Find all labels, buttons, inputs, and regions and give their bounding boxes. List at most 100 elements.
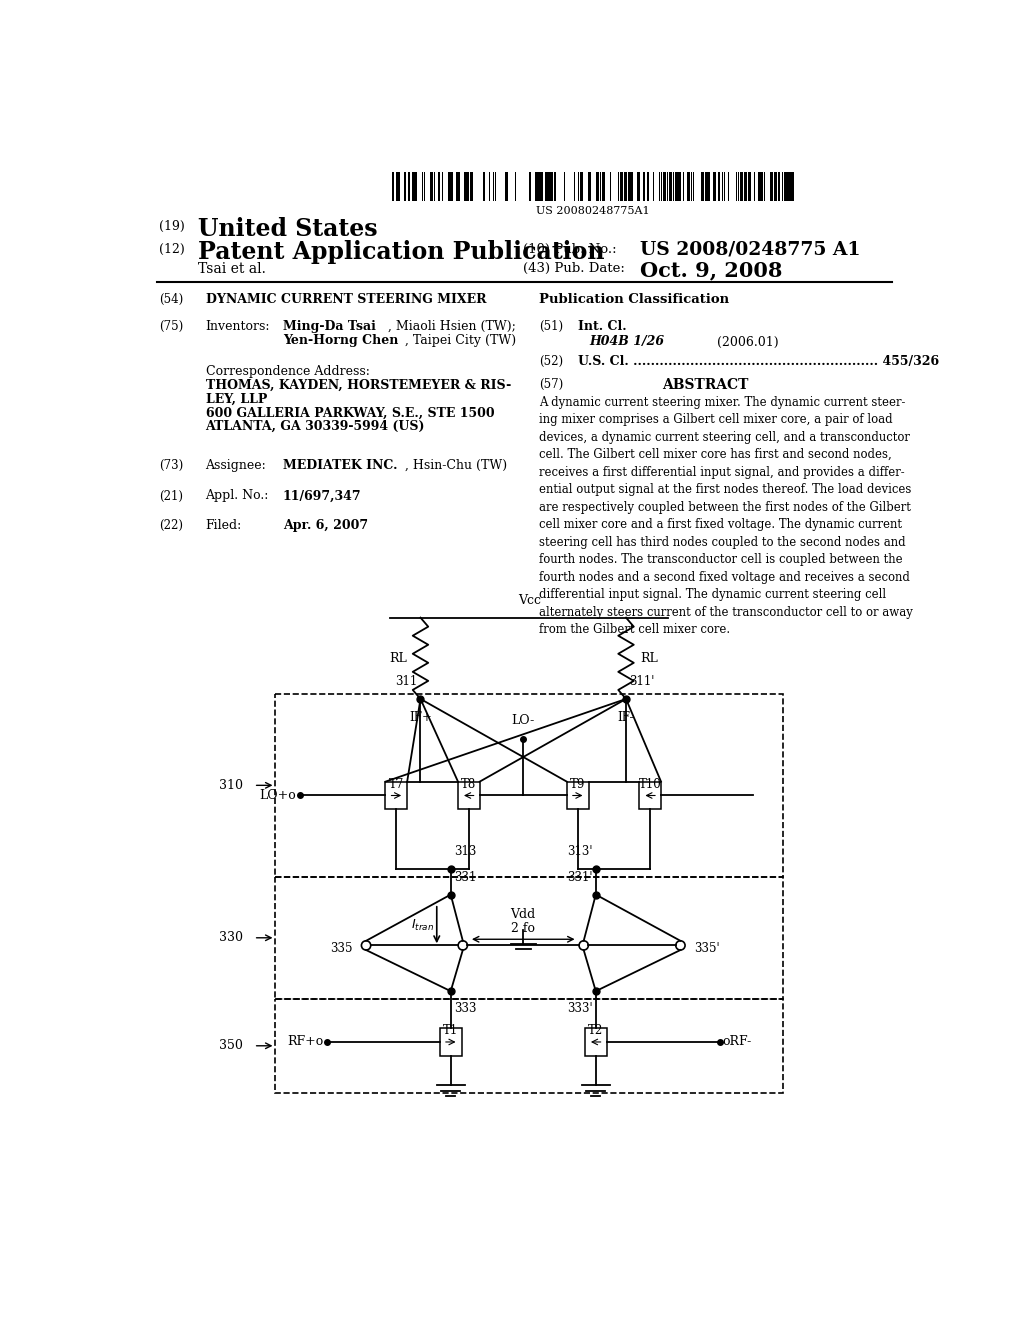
Bar (493, 172, 495, 201)
Bar (738, 172, 739, 201)
Bar (546, 172, 547, 201)
Bar (750, 172, 752, 201)
Bar (748, 172, 751, 201)
Bar (675, 172, 678, 201)
Text: IF+: IF+ (409, 711, 432, 725)
Text: (51): (51) (539, 321, 563, 333)
Bar (430, 172, 431, 201)
Text: US 2008/0248775 A1: US 2008/0248775 A1 (640, 240, 860, 257)
Text: Inventors:: Inventors: (206, 321, 270, 333)
Bar (440, 1028, 462, 1056)
Text: (57): (57) (539, 378, 563, 391)
Text: 331: 331 (454, 871, 476, 884)
Bar (724, 172, 725, 201)
Bar (637, 172, 639, 201)
Text: LEY, LLP: LEY, LLP (206, 392, 267, 405)
Text: Vcc: Vcc (518, 594, 541, 607)
Text: (43) Pub. Date:: (43) Pub. Date: (523, 263, 625, 276)
Bar (403, 172, 407, 201)
Text: Correspondence Address:: Correspondence Address: (206, 364, 370, 378)
Text: 330: 330 (219, 932, 243, 944)
Bar (465, 172, 467, 201)
Text: 335': 335' (694, 942, 720, 954)
Text: (21): (21) (159, 490, 183, 503)
Text: RL: RL (389, 652, 407, 665)
Bar (488, 172, 490, 201)
Text: Vdd: Vdd (511, 908, 536, 921)
Bar (625, 172, 626, 201)
Bar (588, 172, 591, 201)
Text: Patent Application Publication: Patent Application Publication (198, 240, 604, 264)
Text: 333': 333' (567, 1002, 593, 1015)
Bar (631, 172, 633, 201)
Text: Ming-Da Tsai: Ming-Da Tsai (283, 321, 376, 333)
Bar (784, 172, 787, 201)
Text: T1: T1 (443, 1024, 459, 1038)
Text: , Hsin-Chu (TW): , Hsin-Chu (TW) (404, 459, 507, 471)
Text: (75): (75) (159, 321, 183, 333)
Bar (529, 172, 530, 201)
Bar (540, 172, 541, 201)
Text: 311: 311 (395, 675, 418, 688)
Text: IF-: IF- (617, 711, 634, 725)
Bar (667, 172, 669, 201)
Bar (408, 172, 411, 201)
Bar (778, 172, 780, 201)
Text: Tsai et al.: Tsai et al. (198, 263, 265, 276)
Bar (629, 172, 631, 201)
Text: T8: T8 (461, 777, 476, 791)
Bar (536, 172, 537, 201)
Bar (739, 172, 742, 201)
Text: 310: 310 (219, 779, 243, 792)
Text: United States: United States (198, 216, 378, 242)
Bar (395, 172, 398, 201)
Bar (722, 172, 723, 201)
Text: Oct. 9, 2008: Oct. 9, 2008 (640, 260, 782, 280)
Bar (585, 1028, 606, 1056)
Text: Filed:: Filed: (206, 519, 242, 532)
Text: 313: 313 (454, 845, 476, 858)
Text: (54): (54) (159, 293, 183, 306)
Text: (52): (52) (539, 355, 563, 368)
Bar (760, 172, 762, 201)
Text: 350: 350 (219, 1039, 243, 1052)
Bar (397, 172, 400, 201)
Text: 313': 313' (567, 845, 593, 858)
Bar (580, 172, 583, 201)
Bar (643, 172, 645, 201)
Bar (275, 876, 783, 999)
Text: 335: 335 (330, 942, 352, 954)
Text: U.S. Cl. ........................................................ 455/326: U.S. Cl. ...............................… (578, 355, 939, 368)
Bar (687, 172, 690, 201)
Text: T2: T2 (588, 1024, 603, 1038)
Text: Assignee:: Assignee: (206, 459, 266, 471)
Bar (275, 999, 783, 1093)
Bar (774, 172, 777, 201)
Bar (457, 172, 458, 201)
Bar (548, 172, 550, 201)
Bar (791, 172, 794, 201)
Text: US 20080248775A1: US 20080248775A1 (537, 206, 650, 216)
Bar (458, 781, 479, 809)
Text: RL: RL (640, 652, 657, 665)
Bar (708, 172, 710, 201)
Bar (554, 172, 556, 201)
Text: 331': 331' (567, 871, 593, 884)
Bar (567, 781, 589, 809)
Bar (663, 172, 666, 201)
Text: (12): (12) (159, 243, 184, 256)
Bar (679, 172, 681, 201)
Bar (793, 172, 794, 201)
Bar (677, 172, 680, 201)
Text: Appl. No.:: Appl. No.: (206, 490, 269, 503)
Bar (438, 172, 439, 201)
Bar (639, 172, 640, 201)
Text: ABSTRACT: ABSTRACT (663, 378, 749, 392)
Text: 11/697,347: 11/697,347 (283, 490, 361, 503)
Text: Yen-Horng Chen: Yen-Horng Chen (283, 334, 398, 347)
Text: (2006.01): (2006.01) (717, 335, 778, 348)
Bar (786, 172, 787, 201)
Bar (621, 172, 623, 201)
Bar (391, 172, 394, 201)
Bar (482, 172, 485, 201)
